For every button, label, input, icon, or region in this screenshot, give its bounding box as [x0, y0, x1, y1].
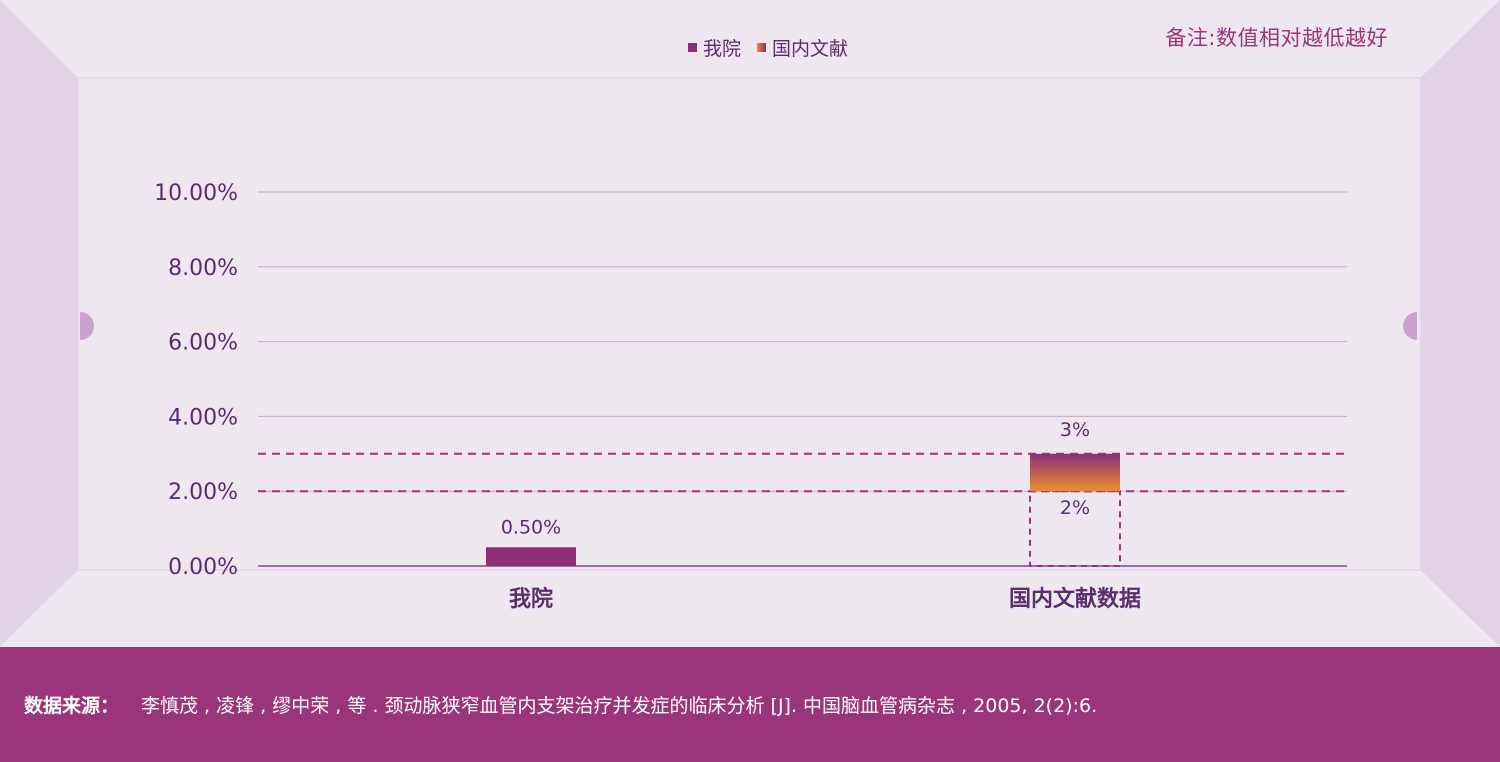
- x-tick-label: 国内文献数据: [1009, 586, 1141, 612]
- data-label-literature-high: 3%: [1060, 419, 1090, 441]
- data-label-literature-low: 2%: [1060, 497, 1090, 519]
- bar-chart: 0.00% 2.00% 4.00% 6.00% 8.00% 10.00% 我院 国内文献数据…: [154, 181, 1347, 612]
- x-tick-label: 我院: [509, 586, 553, 612]
- y-tick-label: 6.00%: [168, 331, 238, 356]
- y-tick-label: 4.00%: [168, 405, 238, 430]
- source-footer: 数据来源： 李慎茂 , 凌锋 , 缪中荣 , 等 . 颈动脉狭窄血管内支架治疗并…: [0, 647, 1500, 762]
- chart-legend: 我院 国内文献: [688, 34, 864, 61]
- bar-literature-base-outline: [1029, 490, 1121, 568]
- legend-label-ours: 我院: [703, 38, 742, 60]
- y-tick-label: 2.00%: [168, 480, 238, 505]
- legend-item-literature: 国内文献: [757, 34, 848, 61]
- source-citation: 李慎茂 , 凌锋 , 缪中荣 , 等 . 颈动脉狭窄血管内支架治疗并发症的临床分…: [141, 695, 1098, 717]
- bar-ours: [486, 547, 576, 566]
- legend-swatch-literature: [757, 43, 767, 52]
- y-tick-label: 0.00%: [168, 555, 238, 580]
- left-edge-tab: [80, 312, 94, 340]
- legend-swatch-ours: [688, 43, 697, 52]
- background-frame: [0, 0, 1500, 647]
- legend-label-literature: 国内文献: [772, 38, 849, 60]
- legend-item-ours: 我院: [688, 34, 741, 61]
- source-label: 数据来源：: [24, 695, 120, 717]
- y-tick-label: 8.00%: [168, 256, 238, 281]
- right-edge-tab: [1403, 312, 1417, 340]
- note-text: 备注:数值相对越低越好: [1165, 26, 1388, 50]
- bar-literature-range: [1030, 453, 1120, 492]
- y-tick-label: 10.00%: [154, 181, 238, 206]
- data-label-ours: 0.50%: [501, 516, 561, 538]
